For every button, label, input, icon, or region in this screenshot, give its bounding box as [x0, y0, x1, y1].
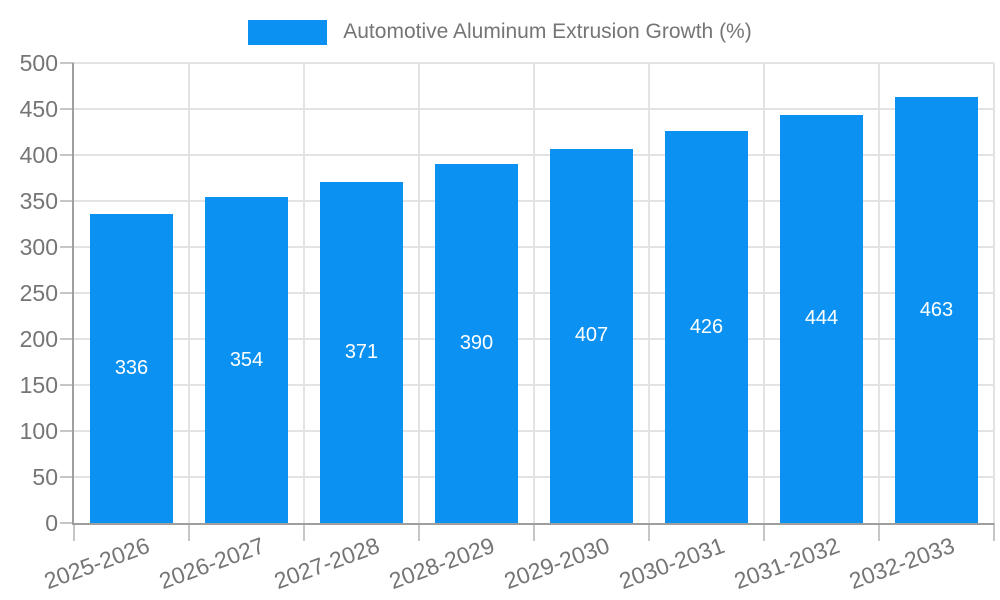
y-tick [60, 384, 74, 386]
bar: 336 [90, 213, 173, 523]
x-gridline [993, 63, 995, 523]
y-axis-label: 450 [19, 96, 58, 122]
bar-value-label: 444 [804, 307, 839, 330]
x-axis-label: 2030-2031 [615, 532, 728, 595]
bar-value-label: 354 [229, 348, 264, 371]
y-tick [60, 62, 74, 64]
x-tick [993, 523, 995, 541]
y-tick [60, 476, 74, 478]
x-gridline [418, 63, 420, 523]
x-gridline [648, 63, 650, 523]
y-tick [60, 292, 74, 294]
bar: 426 [665, 131, 748, 523]
y-axis-line [72, 63, 74, 525]
y-tick [60, 338, 74, 340]
x-tick [188, 523, 190, 541]
bar-value-label: 390 [459, 332, 494, 355]
y-axis-label: 50 [32, 464, 58, 490]
x-gridline [878, 63, 880, 523]
x-gridline [188, 63, 190, 523]
y-axis-label: 350 [19, 188, 58, 214]
x-axis-label: 2031-2032 [730, 532, 843, 595]
y-axis-label: 0 [45, 510, 58, 536]
y-axis-label: 150 [19, 372, 58, 398]
x-gridline [533, 63, 535, 523]
bar-value-label: 371 [344, 340, 379, 363]
bar-value-label: 426 [689, 315, 724, 338]
y-axis-label: 100 [19, 418, 58, 444]
bar: 463 [895, 97, 978, 523]
bar-value-label: 407 [574, 324, 609, 347]
x-tick [73, 523, 75, 541]
bar: 390 [435, 164, 518, 523]
x-axis-label: 2025-2026 [40, 532, 153, 595]
legend-label: Automotive Aluminum Extrusion Growth (%) [343, 20, 752, 43]
y-axis-label: 300 [19, 234, 58, 260]
bar-value-label: 463 [919, 298, 954, 321]
y-tick [60, 430, 74, 432]
x-tick [878, 523, 880, 541]
x-gridline [763, 63, 765, 523]
bar: 371 [320, 181, 403, 523]
x-tick [533, 523, 535, 541]
y-tick [60, 246, 74, 248]
x-axis-line [72, 523, 994, 525]
y-tick [60, 108, 74, 110]
legend-swatch [248, 19, 328, 45]
y-axis-label: 500 [19, 50, 58, 76]
x-axis-label: 2029-2030 [500, 532, 613, 595]
y-tick [60, 200, 74, 202]
y-axis-label: 400 [19, 142, 58, 168]
x-tick [648, 523, 650, 541]
x-axis-label: 2032-2033 [845, 532, 958, 595]
bar-value-label: 336 [114, 356, 149, 379]
x-axis-label: 2028-2029 [385, 532, 498, 595]
x-tick [303, 523, 305, 541]
x-axis-label: 2027-2028 [270, 532, 383, 595]
bar: 444 [780, 114, 863, 523]
bar: 354 [205, 197, 288, 523]
x-axis-label: 2026-2027 [155, 532, 268, 595]
x-gridline [303, 63, 305, 523]
y-axis-label: 250 [19, 280, 58, 306]
bar: 407 [550, 148, 633, 523]
chart-legend-item[interactable]: Automotive Aluminum Extrusion Growth (%) [0, 17, 1000, 47]
y-tick [60, 154, 74, 156]
y-axis-label: 200 [19, 326, 58, 352]
x-tick [418, 523, 420, 541]
y-tick [60, 522, 74, 524]
x-tick [763, 523, 765, 541]
